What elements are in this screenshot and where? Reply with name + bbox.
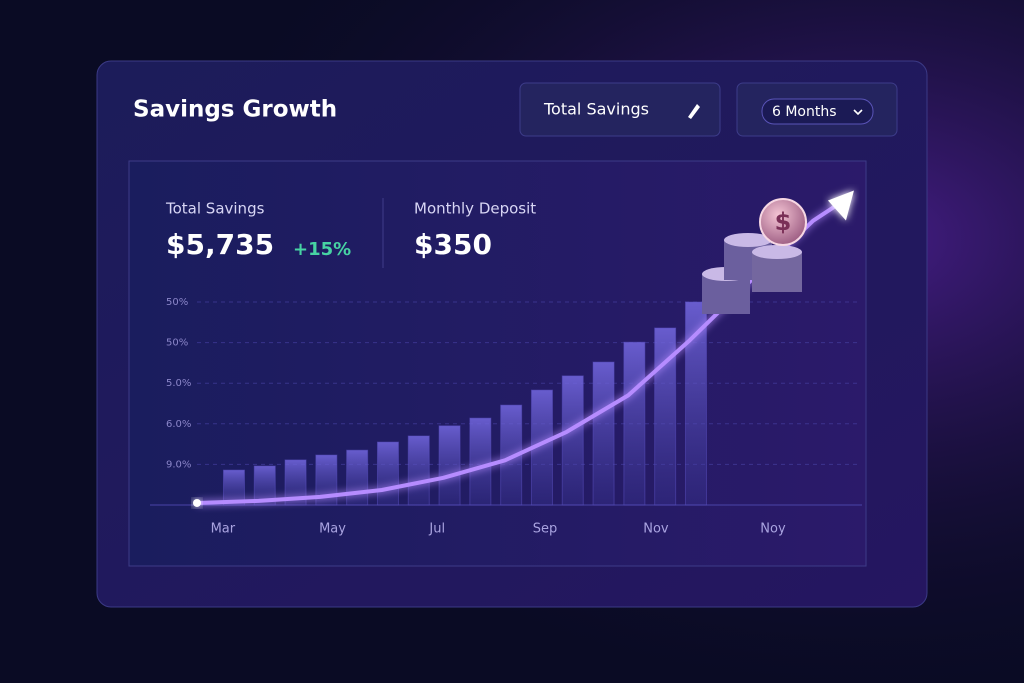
title: Savings Growth [133,97,337,123]
plot: 50% 50% 5.0% 6.0% 9.0% Mar May Jul Sep Nov Noy [150,190,862,537]
x-tick-label: Jul [428,522,445,537]
bar [376,441,399,506]
y-tick-label: 5.0% [166,378,191,389]
x-tick-label: May [319,522,346,537]
y-tick-label: 50% [166,297,188,308]
chevron [853,109,863,116]
dropdown-label: 6 Months [772,104,837,120]
button-label: Total Savings [543,100,649,119]
bar [438,425,461,506]
x-tick-label: Nov [643,522,669,537]
x-tick-label: Sep [533,522,558,537]
period-dropdown[interactable] [761,98,874,125]
bar [592,361,615,506]
arrow-head [827,190,854,221]
start-dot [193,498,201,507]
bar [407,435,430,506]
stat-label: Total Savings [165,200,265,218]
chart-panel [128,160,867,567]
total-savings-button[interactable] [519,82,721,137]
stat-change: +15% [293,239,351,260]
y-tick-label: 6.0% [166,419,191,430]
stat-value: $350 [414,228,492,261]
bar [561,375,584,506]
x-tick-label: Noy [760,522,786,537]
bar [222,469,245,506]
y-tick-label: 50% [166,338,188,349]
bar [346,449,369,506]
y-tick-label: 9.0% [166,459,191,470]
stat-value: $5,735 [166,228,274,261]
bar [623,341,646,506]
bar [469,417,492,506]
bar [684,301,707,506]
svg-text:$: $ [775,208,792,236]
coins: $ [702,198,807,314]
bar [654,327,677,506]
bar [315,454,338,506]
bar [253,465,276,506]
x-tick-label: Mar [211,522,236,537]
bar [284,459,307,506]
stat-label: Monthly Deposit [414,200,536,218]
edit-icon [688,104,700,119]
bar [500,404,523,506]
